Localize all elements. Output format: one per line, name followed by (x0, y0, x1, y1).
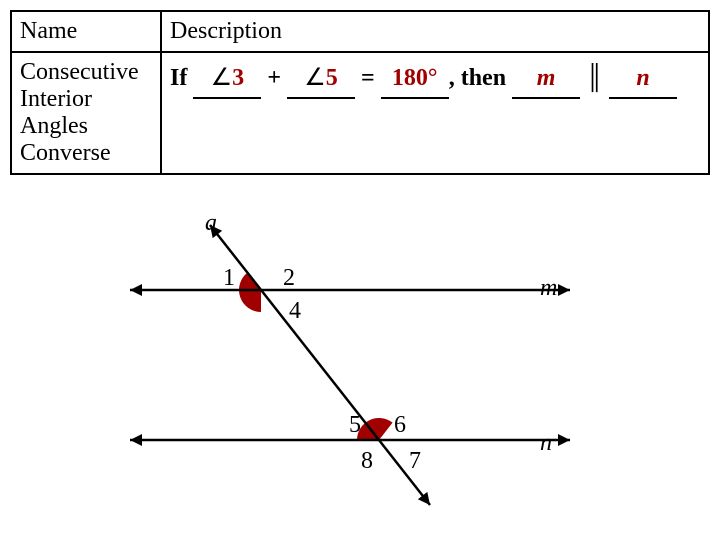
svg-text:m: m (540, 275, 557, 301)
svg-text:5: 5 (349, 412, 361, 438)
svg-text:4: 4 (289, 298, 301, 324)
row-description: If ∠3 + ∠5 = 180°, then m ║ n (161, 52, 709, 174)
svg-text:1: 1 (223, 265, 235, 291)
svg-text:n: n (540, 430, 552, 456)
header-name: Name (11, 11, 161, 52)
header-desc: Description (161, 11, 709, 52)
svg-text:7: 7 (409, 448, 421, 474)
svg-text:a: a (205, 210, 217, 236)
angle-diagram: a m n 1 2 4 5 67 8 (90, 195, 610, 535)
svg-text:6: 6 (394, 412, 406, 438)
row-name: Consecutive Interior Angles Converse (11, 52, 161, 174)
svg-text:2: 2 (283, 265, 295, 291)
definition-table: Name Description Consecutive Interior An… (10, 10, 710, 175)
svg-text:8: 8 (361, 448, 373, 474)
